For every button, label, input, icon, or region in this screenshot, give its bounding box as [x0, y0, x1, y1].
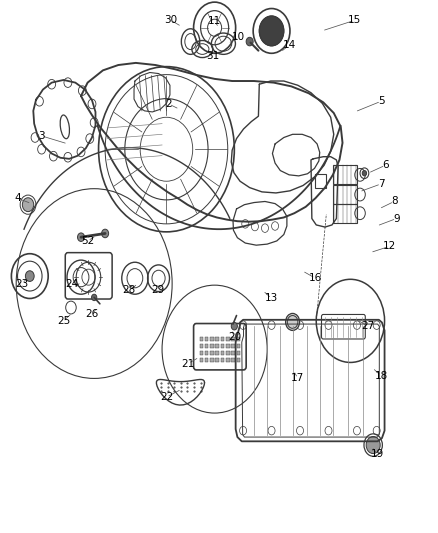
- Bar: [237, 358, 240, 362]
- Bar: [210, 344, 214, 348]
- Bar: [200, 344, 203, 348]
- Text: 7: 7: [378, 179, 385, 189]
- Bar: [237, 344, 240, 348]
- Bar: [333, 165, 357, 184]
- Bar: [221, 344, 224, 348]
- Bar: [210, 351, 214, 355]
- Circle shape: [286, 313, 300, 330]
- Circle shape: [231, 322, 237, 330]
- Text: 11: 11: [208, 17, 221, 26]
- Bar: [231, 351, 235, 355]
- Circle shape: [102, 229, 109, 238]
- Bar: [210, 337, 214, 341]
- Bar: [226, 337, 230, 341]
- Circle shape: [259, 16, 284, 46]
- Text: 31: 31: [206, 51, 219, 61]
- Circle shape: [366, 437, 380, 454]
- Bar: [215, 358, 219, 362]
- Text: 6: 6: [382, 160, 389, 170]
- Text: 24: 24: [66, 279, 79, 288]
- Bar: [237, 351, 240, 355]
- Text: 28: 28: [123, 286, 136, 295]
- Bar: [205, 358, 208, 362]
- Text: 4: 4: [14, 193, 21, 203]
- Bar: [210, 358, 214, 362]
- Bar: [200, 337, 203, 341]
- Text: 29: 29: [151, 286, 164, 295]
- Circle shape: [78, 233, 85, 241]
- Bar: [200, 358, 203, 362]
- Circle shape: [92, 294, 97, 301]
- Bar: [200, 351, 203, 355]
- Bar: [226, 344, 230, 348]
- Bar: [231, 358, 235, 362]
- Text: 25: 25: [57, 316, 70, 326]
- Text: 21: 21: [182, 359, 195, 368]
- Text: 9: 9: [393, 214, 400, 223]
- Text: 10: 10: [232, 33, 245, 42]
- Bar: [205, 344, 208, 348]
- Circle shape: [22, 198, 34, 212]
- Bar: [315, 174, 326, 188]
- Text: 22: 22: [160, 392, 173, 402]
- Text: 18: 18: [374, 371, 388, 381]
- Bar: [221, 358, 224, 362]
- Bar: [333, 185, 357, 204]
- Circle shape: [25, 271, 34, 281]
- Bar: [237, 337, 240, 341]
- Text: 20: 20: [228, 332, 241, 342]
- Circle shape: [362, 171, 367, 176]
- Text: 13: 13: [265, 294, 278, 303]
- Bar: [205, 337, 208, 341]
- Bar: [215, 344, 219, 348]
- Text: 3: 3: [38, 131, 45, 141]
- Text: 14: 14: [283, 41, 296, 50]
- Text: 27: 27: [361, 321, 374, 331]
- Text: 15: 15: [348, 15, 361, 25]
- Text: 8: 8: [391, 197, 398, 206]
- Bar: [226, 351, 230, 355]
- Text: 16: 16: [309, 273, 322, 283]
- Circle shape: [246, 37, 253, 46]
- Text: 19: 19: [371, 449, 384, 459]
- Bar: [215, 337, 219, 341]
- Text: 52: 52: [81, 236, 94, 246]
- Bar: [231, 337, 235, 341]
- Text: 26: 26: [85, 310, 99, 319]
- Bar: [215, 351, 219, 355]
- Text: 2: 2: [165, 99, 172, 109]
- Bar: [333, 204, 357, 223]
- Bar: [226, 358, 230, 362]
- Bar: [205, 351, 208, 355]
- Text: 30: 30: [164, 15, 177, 25]
- Text: 23: 23: [15, 279, 28, 288]
- Text: 12: 12: [383, 241, 396, 251]
- Text: 5: 5: [378, 96, 385, 106]
- Bar: [231, 344, 235, 348]
- Text: 17: 17: [291, 374, 304, 383]
- Bar: [221, 337, 224, 341]
- Bar: [221, 351, 224, 355]
